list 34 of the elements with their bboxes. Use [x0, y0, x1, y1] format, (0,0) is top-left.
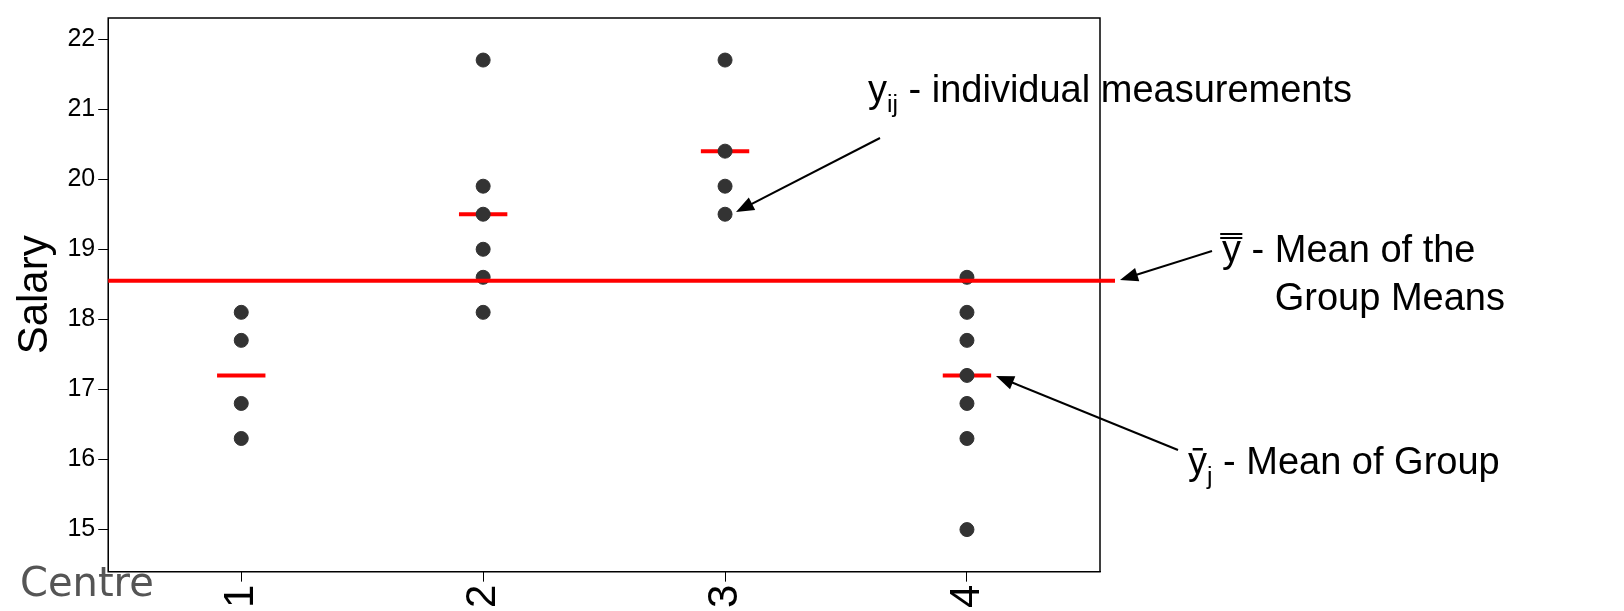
- point: [717, 178, 733, 194]
- point: [475, 206, 491, 222]
- point: [959, 430, 975, 446]
- y-tick-label: 22: [67, 22, 96, 51]
- point: [233, 430, 249, 446]
- y-tick-label: 16: [67, 443, 96, 472]
- point: [475, 178, 491, 194]
- point: [959, 304, 975, 320]
- point: [475, 52, 491, 68]
- y-tick-label: 21: [67, 93, 96, 121]
- y-tick-label: 18: [67, 303, 96, 332]
- x-tick-label: 1: [214, 584, 262, 608]
- text: y̿ - Mean of the Group Means: [1219, 228, 1505, 318]
- y-tick-label: 17: [67, 373, 96, 402]
- point: [717, 143, 733, 159]
- y-tick-label: 20: [67, 163, 96, 192]
- point: [233, 332, 249, 348]
- y-tick-label: 15: [67, 513, 96, 542]
- point: [233, 395, 249, 411]
- point: [959, 395, 975, 411]
- x-tick-label: 4: [940, 584, 988, 608]
- y-axis-title: Salary: [8, 235, 56, 355]
- x-tick-label: 2: [456, 584, 504, 608]
- point: [233, 304, 249, 320]
- point: [959, 367, 975, 383]
- point: [475, 304, 491, 320]
- x-axis-title: Centre: [20, 559, 154, 606]
- point: [717, 52, 733, 68]
- point: [475, 241, 491, 257]
- y-tick-label: 19: [67, 233, 96, 262]
- point: [959, 522, 975, 538]
- point: [717, 206, 733, 222]
- x-tick-label: 3: [698, 584, 746, 608]
- point: [959, 332, 975, 348]
